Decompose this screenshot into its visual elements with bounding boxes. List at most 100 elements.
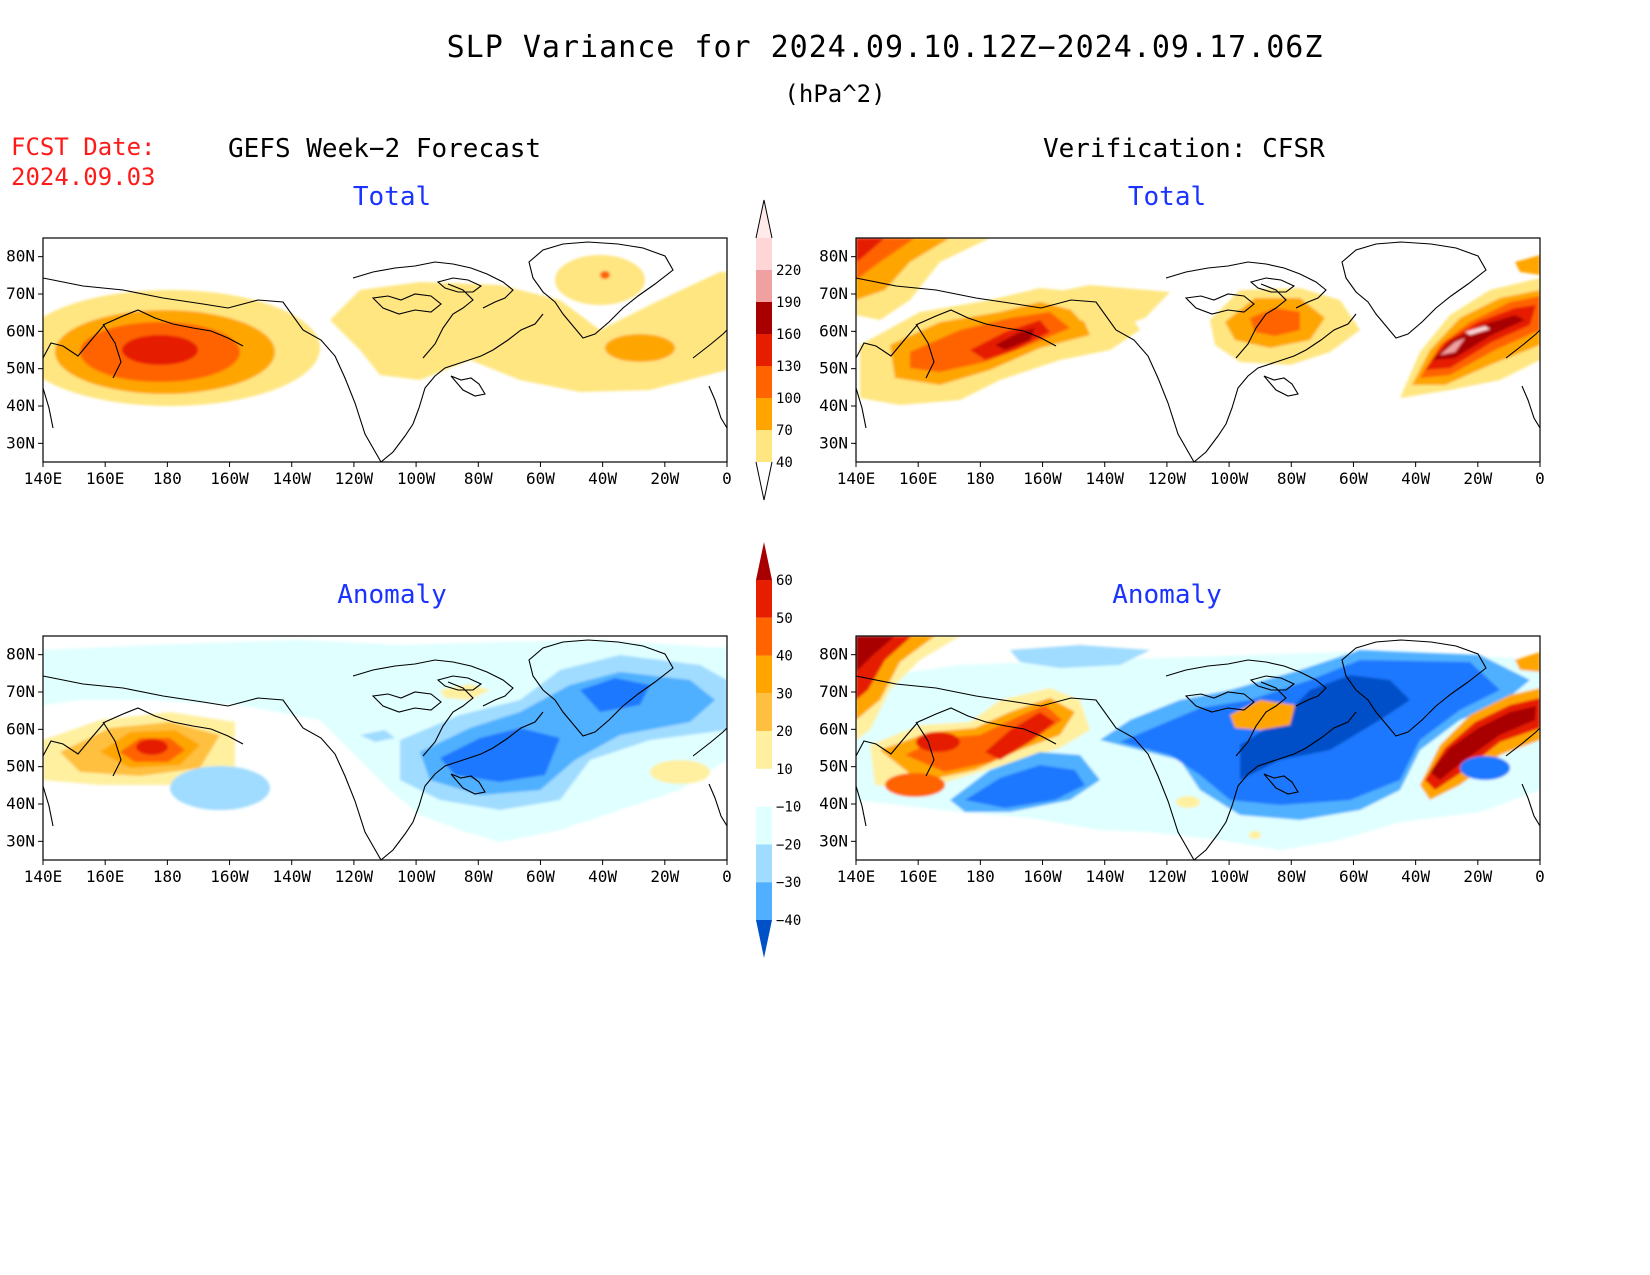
map-panel-fcst-anomaly (42, 635, 728, 861)
colorbar-total-swatch (756, 238, 772, 270)
lon-label: 180 (153, 867, 182, 886)
colorbar-anomaly-label: −40 (776, 913, 801, 929)
lon-label: 0 (722, 867, 732, 886)
colorbar-anomaly-swatch (756, 844, 772, 883)
colorbar-total-swatch (756, 366, 772, 398)
lat-label: 60N (6, 321, 35, 340)
colorbar-anomaly-top-arrow (756, 542, 772, 580)
lon-label: 140E (24, 867, 63, 886)
lat-label: 40N (6, 396, 35, 415)
panel-title-fcst-total: Total (352, 182, 432, 212)
lon-label: 20W (650, 469, 679, 488)
colorbar-total-label: 130 (776, 359, 801, 375)
lon-label: 180 (153, 469, 182, 488)
lon-label: 80W (464, 469, 493, 488)
colorbar-anomaly-label: 20 (776, 724, 793, 740)
lat-label: 40N (6, 794, 35, 813)
lon-label: 180 (966, 469, 995, 488)
colorbar-total-bottom-arrow (755, 461, 773, 501)
lon-label: 0 (1535, 867, 1545, 886)
colorbar-anomaly-swatch (756, 655, 772, 694)
colorbar-total: 40 70 100 130 160 190 220 (755, 199, 801, 501)
lat-label: 50N (6, 757, 35, 776)
colorbar-anomaly-swatch (756, 806, 772, 845)
colorbar-total-label: 190 (776, 295, 801, 311)
right-column-title: Verification: CFSR (1043, 134, 1325, 164)
lon-label: 160E (86, 867, 125, 886)
lon-label: 140W (272, 867, 311, 886)
colorbar-total-swatch (756, 270, 772, 302)
colorbar-anomaly-label: 50 (776, 611, 793, 627)
lon-label: 40W (1401, 867, 1430, 886)
lat-label: 70N (6, 284, 35, 303)
colorbar-anomaly-label: 40 (776, 649, 793, 665)
colorbar-anomaly-swatch (756, 882, 772, 920)
colorbar-anomaly-swatch (756, 768, 772, 807)
map-panel-verif-total (855, 237, 1541, 463)
colorbar-total-label: 160 (776, 327, 801, 343)
map-panel-verif-anomaly (855, 635, 1541, 861)
colorbar-anomaly-label: −10 (776, 800, 801, 816)
colorbar-anomaly-label: −20 (776, 837, 801, 853)
lon-label: 160W (1023, 867, 1062, 886)
colorbar-anomaly-label: −30 (776, 875, 801, 891)
lat-label: 40N (819, 396, 848, 415)
lat-label: 30N (6, 433, 35, 452)
lon-label: 120W (1148, 469, 1187, 488)
colorbar-total-label: 70 (776, 423, 793, 439)
lon-label: 160W (210, 867, 249, 886)
lon-label: 180 (966, 867, 995, 886)
lon-label: 20W (1463, 469, 1492, 488)
colorbar-total-top-arrow (755, 199, 773, 239)
colorbar-anomaly-swatch (756, 617, 772, 656)
lon-label: 60W (526, 469, 555, 488)
colorbar-anomaly-swatch (756, 693, 772, 732)
lon-label: 40W (588, 469, 617, 488)
lat-label: 70N (819, 284, 848, 303)
colorbar-anomaly-label: 30 (776, 686, 793, 702)
lon-label: 140E (837, 867, 876, 886)
lon-label: 60W (526, 867, 555, 886)
colorbar-total-label: 220 (776, 263, 801, 279)
lon-label: 160E (899, 469, 938, 488)
colorbar-total-swatch (756, 302, 772, 334)
lon-label: 60W (1339, 867, 1368, 886)
lon-label: 140W (1085, 867, 1124, 886)
lon-label: 160W (1023, 469, 1062, 488)
panel-title-verif-anomaly: Anomaly (1112, 580, 1222, 610)
colorbar-total-swatch (756, 430, 772, 462)
lat-label: 50N (819, 359, 848, 378)
colorbar-anomaly-swatch (756, 580, 772, 618)
lon-label: 40W (1401, 469, 1430, 488)
lat-label: 30N (819, 831, 848, 850)
lat-label: 50N (6, 359, 35, 378)
lat-label: 70N (819, 682, 848, 701)
colorbar-anomaly-label: 10 (776, 762, 793, 778)
lat-label: 80N (819, 247, 848, 266)
lat-label: 30N (6, 831, 35, 850)
lon-label: 140W (1085, 469, 1124, 488)
fcst-date-label: FCST Date: (11, 133, 156, 161)
lat-label: 30N (819, 433, 848, 452)
units-label: (hPa^2) (784, 80, 886, 108)
lon-label: 140E (837, 469, 876, 488)
lon-label: 0 (722, 469, 732, 488)
left-column-title: GEFS Week−2 Forecast (228, 134, 542, 164)
lon-label: 20W (1463, 867, 1492, 886)
colorbar-total-swatch (756, 334, 772, 366)
lon-label: 20W (650, 867, 679, 886)
lon-label: 100W (397, 867, 436, 886)
lat-label: 70N (6, 682, 35, 701)
colorbar-anomaly-bottom-arrow (756, 920, 772, 958)
map-panel-fcst-total (42, 237, 728, 463)
lat-label: 40N (819, 794, 848, 813)
lat-label: 60N (6, 719, 35, 738)
colorbar-anomaly: 60 50 40 30 20 10 −10 −20 −30 −40 (756, 542, 801, 958)
lon-label: 40W (588, 867, 617, 886)
lon-label: 80W (464, 867, 493, 886)
colorbar-anomaly-label: 60 (776, 573, 793, 589)
lon-label: 80W (1277, 867, 1306, 886)
lon-label: 160E (899, 867, 938, 886)
panel-title-verif-total: Total (1127, 182, 1207, 212)
